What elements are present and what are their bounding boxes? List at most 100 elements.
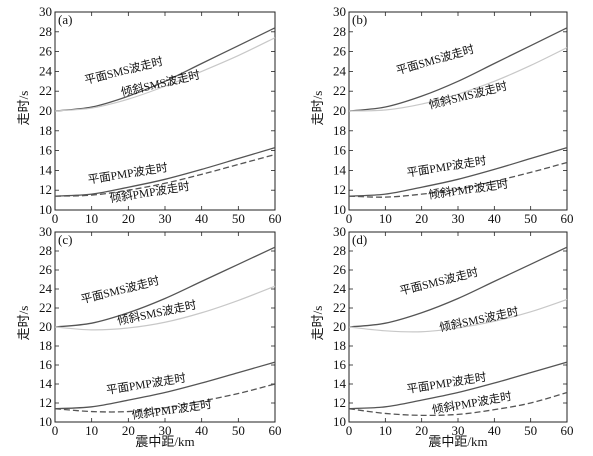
y-tick-label: 24 xyxy=(39,281,53,296)
y-tick-label: 30 xyxy=(39,4,52,19)
y-tick-label: 20 xyxy=(39,103,52,118)
series-line-2 xyxy=(54,285,276,331)
curve-label-4: 倾斜PMP波走时 xyxy=(428,178,510,202)
x-tick-label: 40 xyxy=(195,211,208,226)
x-tick-label: 60 xyxy=(561,211,574,226)
y-tick-label: 16 xyxy=(39,357,53,372)
y-axis-label-top: 走时/s xyxy=(16,91,31,126)
series-line-3 xyxy=(348,361,568,410)
y-axis-label-bottom: 走时/s xyxy=(16,306,31,341)
y-tick-label: 28 xyxy=(39,243,52,258)
series-line-3 xyxy=(348,147,568,197)
y-tick-label: 16 xyxy=(333,357,347,372)
y-tick-label: 10 xyxy=(333,414,346,429)
curve-label-1: 平面SMS波走时 xyxy=(398,266,480,298)
x-tick-label: 10 xyxy=(85,423,98,438)
x-tick-label: 30 xyxy=(452,423,465,438)
curve-label-3: 平面PMP波走时 xyxy=(406,371,488,397)
series-line-4 xyxy=(348,161,568,198)
x-tick-label: 30 xyxy=(452,211,465,226)
y-tick-label: 24 xyxy=(333,281,347,296)
series-line-4 xyxy=(54,383,276,413)
curve-label-3: 平面PMP波走时 xyxy=(87,161,169,187)
series-line-2 xyxy=(348,47,568,112)
y-tick-label: 12 xyxy=(39,395,52,410)
y-tick-label: 16 xyxy=(333,143,347,158)
x-tick-label: 40 xyxy=(195,423,208,438)
y-tick-label: 30 xyxy=(333,4,346,19)
y-tick-label: 26 xyxy=(39,44,53,59)
x-tick-label: 0 xyxy=(346,211,353,226)
y-tick-label: 20 xyxy=(333,319,346,334)
plot-frame xyxy=(348,11,568,211)
x-tick-label: 40 xyxy=(488,211,501,226)
y-tick-label: 24 xyxy=(39,63,53,78)
panel-tag: (a) xyxy=(58,12,72,27)
y-tick-label: 10 xyxy=(333,202,346,217)
y-tick-label: 10 xyxy=(39,414,52,429)
y-tick-label: 14 xyxy=(39,162,53,177)
y-tick-label: 14 xyxy=(333,376,347,391)
chart-panel-2: 0 10 20 30 40 50 601012141618202224262830(b)平面… xyxy=(333,4,574,226)
chart-panel-1: 0 10 20 30 40 50 601012141618202224262830(a)平面… xyxy=(39,4,282,226)
plot-frame xyxy=(54,231,276,423)
series-line-1 xyxy=(348,27,568,112)
panel-tag: (d) xyxy=(352,232,367,247)
y-tick-label: 18 xyxy=(39,123,52,138)
curve-label-3: 平面PMP波走时 xyxy=(406,154,488,180)
series-line-3 xyxy=(54,147,276,197)
chart-panel-4: 0 10 20 30 40 50 601012141618202224262830(d)平面… xyxy=(333,224,574,438)
y-tick-label: 12 xyxy=(333,182,346,197)
curve-label-2: 倾斜SMS波走时 xyxy=(438,305,520,335)
y-tick-label: 22 xyxy=(333,83,346,98)
y-tick-label: 30 xyxy=(333,224,346,239)
x-tick-label: 20 xyxy=(122,423,135,438)
x-tick-label: 10 xyxy=(379,211,392,226)
curve-label-4: 倾斜PMP波走时 xyxy=(109,180,191,206)
x-axis-label-left: 震中距/km xyxy=(135,434,194,449)
y-tick-label: 22 xyxy=(39,83,52,98)
x-tick-label: 50 xyxy=(524,211,537,226)
y-tick-label: 28 xyxy=(333,24,346,39)
y-tick-label: 30 xyxy=(39,224,52,239)
series-line-2 xyxy=(348,298,568,333)
y-tick-label: 12 xyxy=(39,182,52,197)
y-tick-label: 28 xyxy=(333,243,346,258)
y-tick-label: 16 xyxy=(39,143,53,158)
series-line-4 xyxy=(54,153,276,197)
x-tick-label: 50 xyxy=(524,423,537,438)
y-tick-label: 10 xyxy=(39,202,52,217)
y-tick-label: 26 xyxy=(333,262,347,277)
y-axis-label-bottom-right: 走时/s xyxy=(310,306,325,341)
x-tick-label: 30 xyxy=(159,423,172,438)
curve-label-4: 倾斜PMP波走时 xyxy=(131,398,213,422)
y-tick-label: 18 xyxy=(333,338,346,353)
y-tick-label: 12 xyxy=(333,395,346,410)
y-tick-label: 26 xyxy=(333,44,347,59)
x-tick-label: 50 xyxy=(232,423,245,438)
panel-tag: (c) xyxy=(58,232,72,247)
series-line-1 xyxy=(54,27,276,112)
curve-label-3: 平面PMP波走时 xyxy=(105,372,187,398)
x-tick-label: 30 xyxy=(159,211,172,226)
series-line-1 xyxy=(348,246,568,328)
y-tick-label: 20 xyxy=(39,319,52,334)
x-tick-label: 20 xyxy=(122,211,135,226)
series-line-2 xyxy=(54,37,276,112)
y-tick-label: 22 xyxy=(333,300,346,315)
x-tick-label: 20 xyxy=(415,423,428,438)
chart-panel-3: 0 10 20 30 40 50 601012141618202224262830(c)平面… xyxy=(39,224,282,438)
y-tick-label: 18 xyxy=(333,123,346,138)
y-tick-label: 26 xyxy=(39,262,53,277)
series-line-4 xyxy=(348,391,568,417)
y-tick-label: 14 xyxy=(39,376,53,391)
x-tick-label: 10 xyxy=(379,423,392,438)
x-axis-label-right: 震中距/km xyxy=(428,434,487,449)
x-tick-label: 50 xyxy=(232,211,245,226)
x-tick-label: 0 xyxy=(52,423,59,438)
y-tick-label: 22 xyxy=(39,300,52,315)
x-tick-label: 60 xyxy=(269,211,282,226)
curve-label-1: 平面SMS波走时 xyxy=(80,274,162,306)
y-tick-label: 24 xyxy=(333,63,347,78)
